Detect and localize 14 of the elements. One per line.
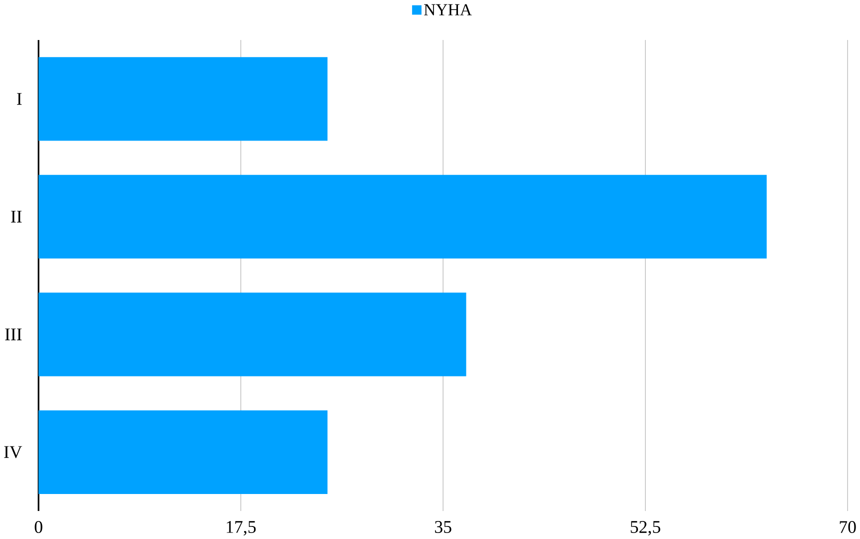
x-tick-label: 52,5 bbox=[630, 521, 660, 536]
y-tick-label: II bbox=[11, 210, 22, 222]
bar bbox=[38, 57, 328, 141]
y-tick-label: IV bbox=[4, 446, 22, 458]
y-tick-label: I bbox=[16, 93, 22, 105]
bar bbox=[38, 174, 767, 258]
x-tick-label: 0 bbox=[34, 521, 42, 534]
x-tick-label: 17,5 bbox=[226, 521, 256, 536]
legend-label: NYHA bbox=[424, 4, 472, 16]
x-tick-label: 70 bbox=[840, 521, 856, 534]
x-tick-label: 35 bbox=[435, 521, 452, 533]
bar bbox=[38, 292, 466, 376]
bar bbox=[38, 410, 328, 494]
y-tick-label: III bbox=[5, 328, 22, 340]
